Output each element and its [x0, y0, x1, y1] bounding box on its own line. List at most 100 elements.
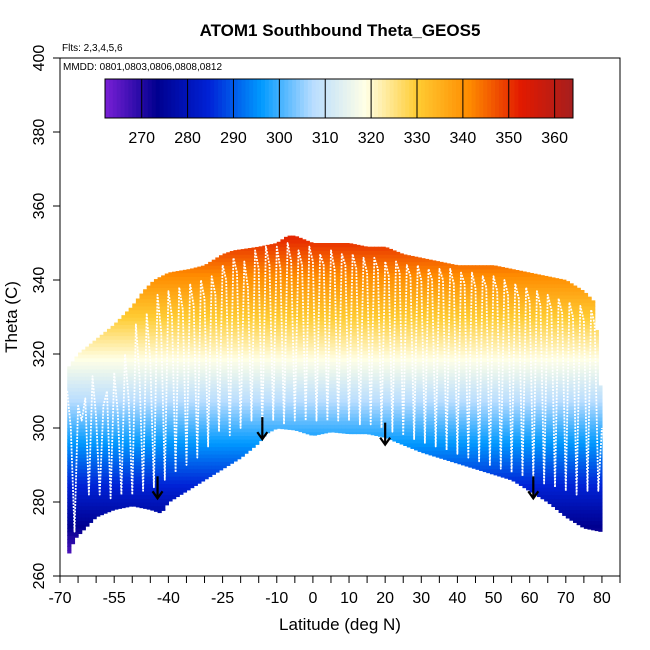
field-cell: [276, 335, 281, 340]
field-cell: [110, 357, 115, 362]
field-cell: [110, 424, 115, 429]
field-cell: [81, 446, 86, 451]
field-cell: [106, 465, 112, 470]
field-cell: [96, 465, 101, 470]
field-cell: [396, 428, 401, 433]
field-cell: [211, 409, 216, 414]
field-cell: [70, 461, 76, 466]
field-cell: [78, 379, 83, 385]
field-cell: [374, 339, 379, 344]
field-cell: [132, 490, 137, 496]
field-cell: [179, 479, 184, 485]
field-cell: [70, 435, 76, 440]
field-cell: [67, 431, 72, 436]
field-cell: [233, 428, 238, 433]
field-cell: [190, 453, 195, 459]
field-cell: [182, 354, 188, 359]
field-cell: [110, 361, 115, 366]
field-cell: [110, 405, 115, 411]
field-cell: [211, 268, 216, 274]
field-cell: [96, 446, 101, 451]
field-cell: [135, 487, 141, 492]
field-cell: [244, 313, 249, 318]
field-cell: [233, 379, 238, 385]
field-cell: [78, 387, 83, 392]
field-cell: [240, 272, 245, 277]
field-cell: [153, 465, 159, 470]
field-cell: [150, 376, 155, 381]
field-cell: [218, 424, 224, 429]
field-cell: [70, 387, 76, 392]
field-cell: [273, 243, 278, 248]
field-cell: [125, 435, 130, 440]
field-cell: [244, 354, 249, 359]
field-cell: [244, 309, 249, 314]
field-cell: [106, 502, 112, 507]
field-cell: [273, 246, 278, 251]
field-cell: [309, 328, 314, 333]
field-cell: [117, 476, 123, 481]
field-cell: [265, 383, 271, 388]
field-cell: [284, 365, 289, 370]
field-cell: [114, 424, 119, 429]
field-cell: [96, 490, 101, 496]
field-cell: [200, 453, 206, 459]
field-cell: [175, 409, 180, 414]
field-cell: [211, 439, 216, 444]
field-cell: [197, 305, 202, 311]
field-cell: [284, 243, 289, 248]
field-cell: [78, 420, 83, 425]
field-cell: [168, 402, 173, 407]
field-cell: [222, 365, 227, 370]
field-cell: [287, 317, 292, 322]
field-cell: [287, 257, 292, 263]
field-cell: [81, 398, 86, 403]
field-cell: [168, 465, 173, 470]
field-cell: [193, 346, 198, 351]
field-cell: [96, 350, 101, 355]
field-cell: [341, 243, 347, 248]
field-cell: [190, 335, 195, 340]
field-cell: [139, 446, 144, 451]
field-cell: [251, 376, 256, 381]
field-cell: [92, 368, 97, 374]
field-cell: [251, 313, 256, 318]
field-cell: [222, 461, 227, 466]
field-cell: [255, 431, 260, 436]
field-cell: [200, 309, 206, 314]
field-cell: [67, 524, 72, 529]
field-cell: [132, 405, 137, 411]
field-cell: [237, 261, 242, 266]
field-cell: [197, 446, 202, 451]
field-cell: [125, 335, 130, 340]
field-cell: [349, 428, 354, 433]
field-cell: [240, 268, 245, 274]
field-cell: [168, 409, 173, 414]
field-cell: [103, 413, 108, 418]
field-cell: [81, 468, 86, 473]
field-cell: [247, 413, 253, 418]
field-cell: [233, 450, 238, 455]
field-cell: [110, 502, 115, 507]
field-cell: [197, 442, 202, 448]
field-cell: [287, 294, 292, 300]
field-cell: [114, 346, 119, 351]
field-cell: [280, 405, 285, 411]
field-cell: [186, 305, 191, 311]
field-cell: [135, 365, 141, 370]
field-cell: [237, 283, 242, 288]
field-cell: [85, 446, 90, 451]
field-cell: [193, 350, 198, 355]
field-cell: [262, 428, 267, 433]
field-cell: [211, 354, 216, 359]
field-cell: [128, 324, 133, 329]
field-cell: [172, 272, 177, 277]
field-cell: [208, 365, 213, 370]
field-cell: [85, 416, 90, 422]
field-cell: [258, 428, 263, 433]
field-cell: [237, 268, 242, 274]
field-cell: [233, 442, 238, 448]
field-cell: [211, 383, 216, 388]
field-cell: [172, 350, 177, 355]
field-cell: [197, 387, 202, 392]
